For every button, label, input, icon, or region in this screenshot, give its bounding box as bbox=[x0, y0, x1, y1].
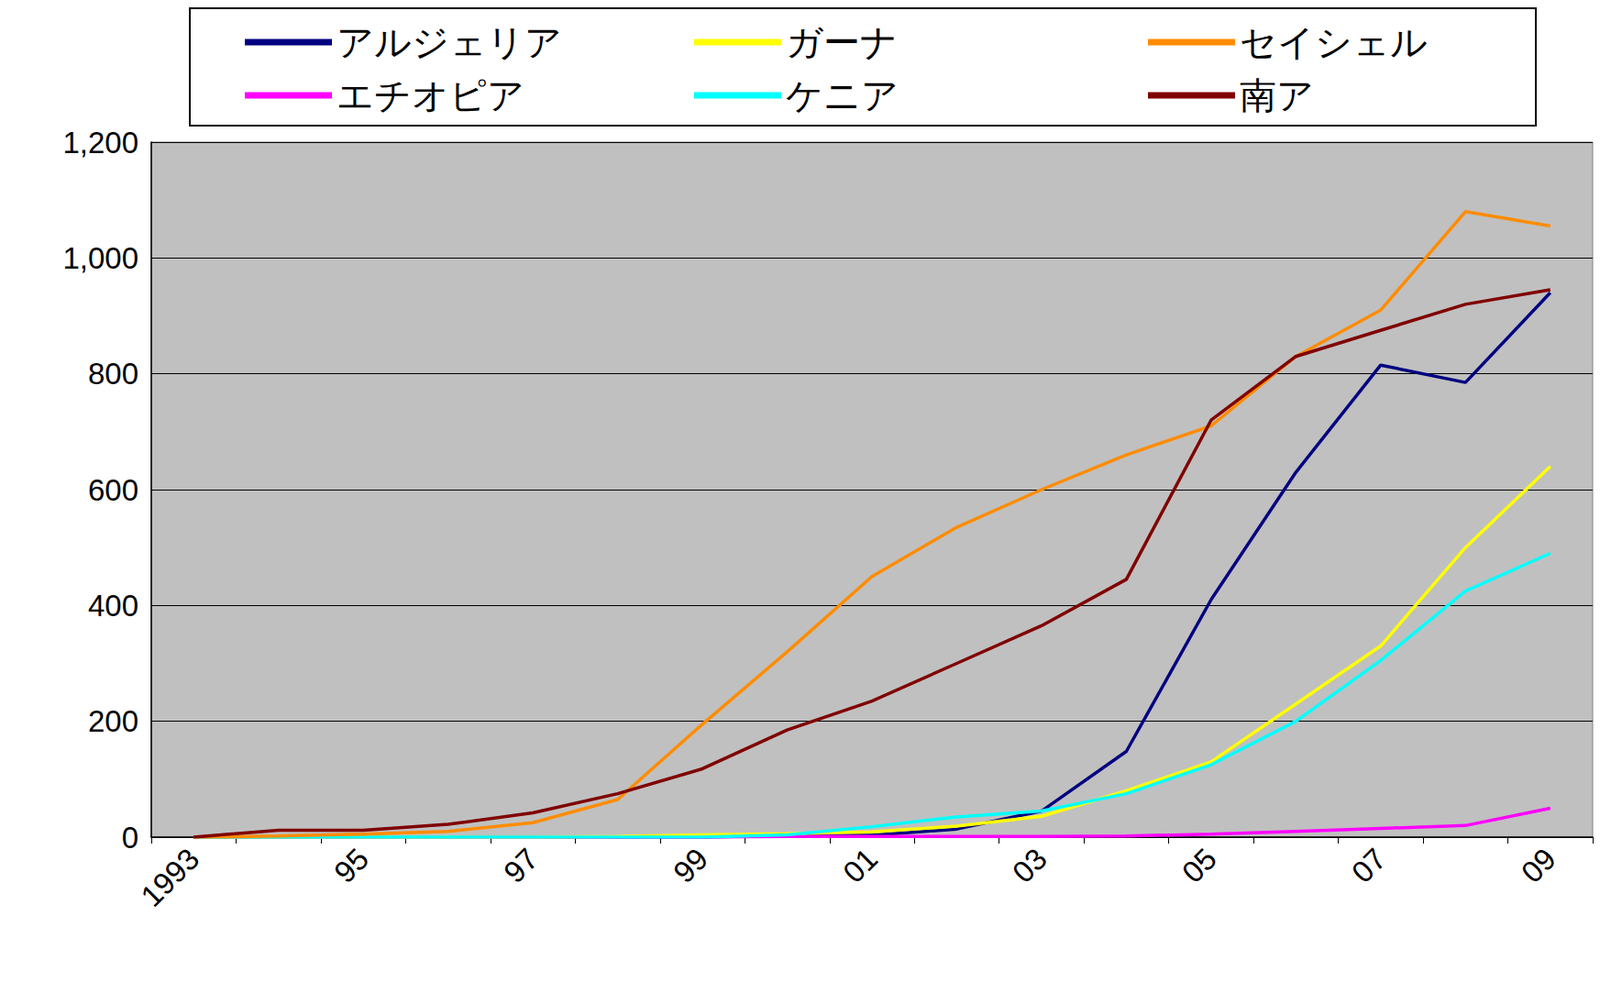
svg-text:ケニア: ケニア bbox=[785, 74, 899, 117]
svg-text:800: 800 bbox=[88, 356, 139, 391]
svg-text:0: 0 bbox=[121, 820, 139, 855]
svg-text:01: 01 bbox=[836, 841, 884, 890]
svg-text:1993: 1993 bbox=[133, 841, 206, 914]
svg-text:アルジェリア: アルジェリア bbox=[336, 21, 563, 64]
svg-text:97: 97 bbox=[496, 841, 545, 890]
svg-text:05: 05 bbox=[1175, 841, 1224, 890]
svg-text:400: 400 bbox=[88, 588, 139, 623]
svg-text:200: 200 bbox=[88, 704, 139, 739]
svg-text:95: 95 bbox=[327, 841, 376, 890]
svg-text:99: 99 bbox=[666, 841, 715, 890]
svg-text:南ア: 南ア bbox=[1239, 74, 1314, 117]
svg-text:03: 03 bbox=[1005, 841, 1054, 890]
svg-text:エチオピア: エチオピア bbox=[336, 74, 525, 117]
svg-text:ガーナ: ガーナ bbox=[785, 21, 898, 64]
svg-text:09: 09 bbox=[1514, 841, 1563, 890]
svg-text:1,200: 1,200 bbox=[62, 125, 139, 160]
svg-text:07: 07 bbox=[1345, 841, 1393, 890]
svg-text:セイシェル: セイシェル bbox=[1239, 21, 1428, 64]
svg-text:1,000: 1,000 bbox=[62, 241, 139, 276]
svg-text:600: 600 bbox=[88, 473, 139, 508]
